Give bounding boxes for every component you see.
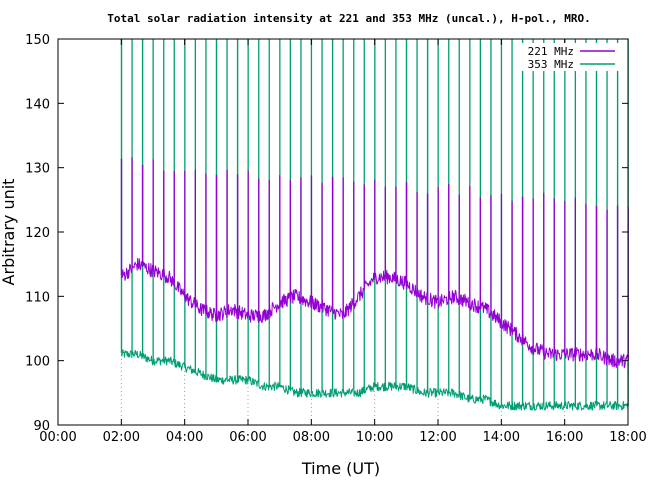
y-tick-label: 150 — [25, 33, 50, 48]
legend-label-221mhz: 221 MHz — [528, 45, 574, 58]
x-tick-label: 06:00 — [229, 430, 266, 445]
y-axis-label: Arbitrary unit — [0, 179, 18, 286]
legend-label-353mhz: 353 MHz — [528, 58, 574, 71]
x-tick-label: 02:00 — [103, 430, 140, 445]
x-tick-label: 16:00 — [546, 430, 583, 445]
x-tick-label: 14:00 — [483, 430, 520, 445]
legend-background — [520, 43, 620, 71]
series-line-221mhz — [120, 157, 629, 369]
y-tick-label: 130 — [25, 162, 50, 177]
x-axis-label: Time (UT) — [301, 459, 380, 478]
y-tick-label: 100 — [25, 355, 50, 370]
y-tick-label: 110 — [25, 290, 50, 305]
axis-ticks: 00:00 02:00 04:00 06:00 08:00 10:00 12:00 14:00… — [25, 33, 647, 445]
y-tick-label: 140 — [25, 97, 50, 112]
x-tick-label: 00:00 — [39, 430, 76, 445]
x-tick-label: 08:00 — [293, 430, 330, 445]
y-tick-label: 120 — [25, 226, 50, 241]
series-layer — [120, 38, 629, 411]
x-tick-label: 04:00 — [166, 430, 203, 445]
y-tick-label: 90 — [33, 419, 50, 434]
chart-title: Total solar radiation intensity at 221 a… — [107, 12, 590, 25]
x-tick-label: 12:00 — [419, 430, 456, 445]
legend: 221 MHz 353 MHz — [520, 43, 620, 71]
x-tick-label: 18:00 — [609, 430, 646, 445]
x-tick-label: 10:00 — [356, 430, 393, 445]
